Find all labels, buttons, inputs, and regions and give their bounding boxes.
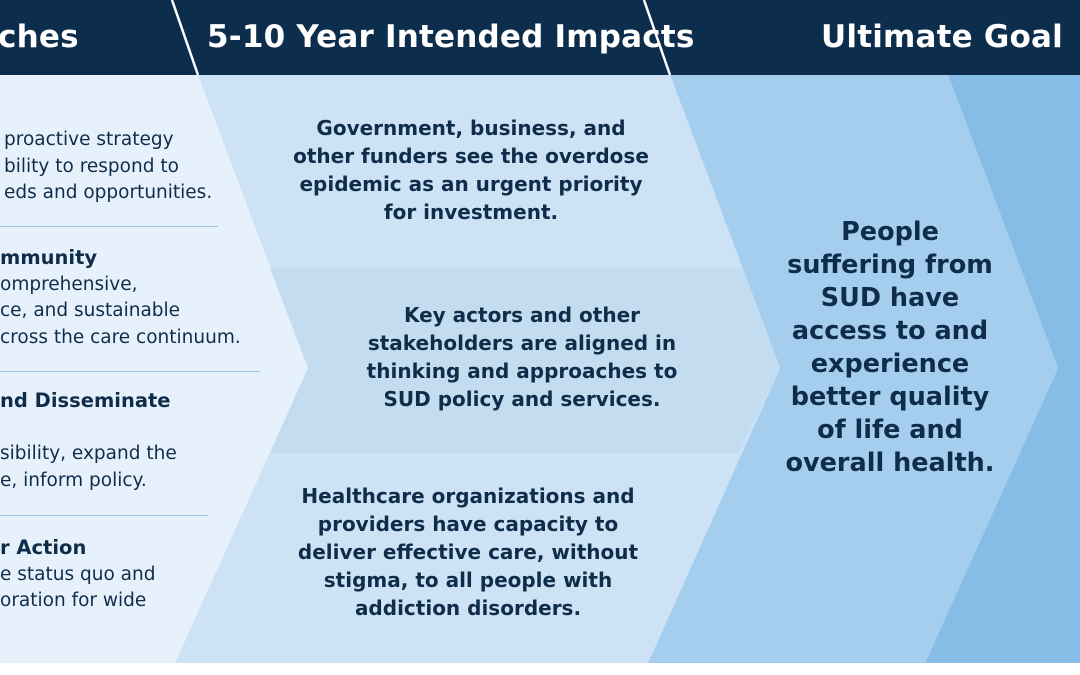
approach-title: mmunity [0, 246, 98, 269]
approach-divider [0, 226, 218, 227]
impact-line: Key actors and other [403, 303, 641, 327]
approach-desc-line: sibility, expand the [0, 443, 177, 464]
approach-item: proactive strategy bility to respond to … [4, 127, 212, 207]
goal-line: overall health. [785, 448, 995, 478]
header-divider-2 [642, 0, 672, 76]
approach-item: nd Disseminate sibility, expand the e, i… [0, 388, 177, 494]
impact-line: deliver effective care, without [297, 540, 639, 564]
approach-title: nd Disseminate [0, 389, 171, 412]
approach-desc-line: bility to respond to [4, 155, 179, 177]
header-impacts: 5-10 Year Intended Impacts [207, 19, 695, 55]
approach-desc-line: e status quo and [0, 563, 156, 585]
goal-panel-edge [925, 75, 1080, 663]
approach-desc-line: ce, and sustainable [0, 300, 181, 321]
impact-line: stigma, to all people with [323, 568, 613, 592]
goal-line: of life and [817, 415, 963, 445]
impact-line: addiction disorders. [354, 596, 582, 620]
impact-line: stakeholders are aligned in [367, 331, 677, 355]
header-approaches: ches [0, 19, 79, 55]
approach-title: r Action [0, 536, 87, 559]
impact-line: providers have capacity to [317, 512, 619, 536]
goal-panel [648, 75, 1058, 663]
goal-line: SUD have [820, 283, 960, 313]
approach-divider [0, 371, 260, 372]
approach-desc-line: proactive strategy [4, 129, 174, 150]
impact-line: other funders see the overdose [293, 144, 649, 168]
header-goal: Ultimate Goal [821, 19, 1063, 55]
goal-line: People [841, 217, 939, 247]
impact-line: thinking and approaches to [366, 359, 678, 383]
impacts-middle-band [270, 268, 780, 453]
approach-item: mmunity omprehensive, ce, and sustainabl… [0, 245, 241, 351]
approach-desc-line: e, inform policy. [0, 469, 147, 491]
approach-desc-line: cross the care continuum. [0, 326, 241, 348]
goal-line: better quality [790, 382, 990, 412]
impact-line: Healthcare organizations and [301, 484, 635, 508]
approach-desc-line: eds and opportunities. [4, 182, 213, 203]
approach-desc-line [0, 415, 177, 442]
approaches-panel [0, 75, 308, 663]
goal-line: experience [810, 349, 970, 379]
impact-line: epidemic as an urgent priority [299, 172, 643, 196]
impact-item: Key actors and other stakeholders are al… [307, 301, 737, 413]
header-divider-1 [170, 0, 200, 76]
goal-line: access to and [791, 316, 989, 346]
ultimate-goal: People suffering from SUD have access to… [770, 216, 1010, 480]
impact-item: Healthcare organizations and providers h… [253, 482, 683, 622]
goal-line: suffering from [787, 250, 993, 280]
approach-item: r Action e status quo and oration for wi… [0, 535, 155, 615]
impact-line: Government, business, and [316, 116, 626, 140]
impact-item: Government, business, and other funders … [256, 114, 686, 226]
impact-line: SUD policy and services. [383, 387, 661, 411]
approach-desc-line: oration for wide [0, 590, 147, 611]
impact-line: for investment. [383, 200, 559, 224]
approach-divider [0, 515, 208, 516]
approach-desc-line: omprehensive, [0, 273, 138, 295]
header-bar [0, 0, 1080, 75]
